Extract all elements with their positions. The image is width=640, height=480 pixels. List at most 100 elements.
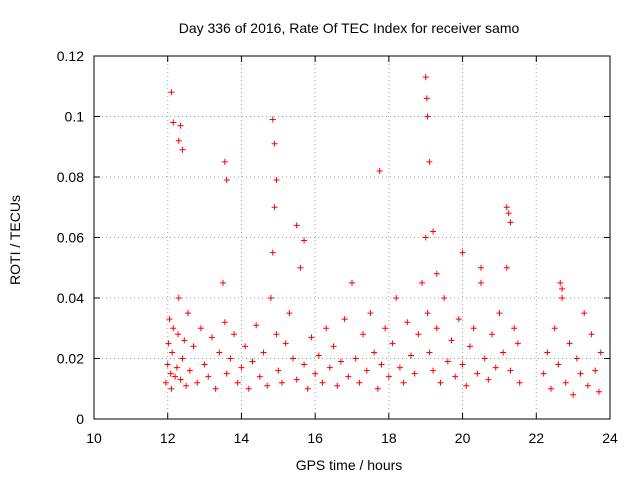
data-point xyxy=(492,364,499,371)
data-point xyxy=(293,222,300,229)
data-point xyxy=(422,234,429,241)
data-point xyxy=(162,379,169,386)
data-point xyxy=(426,349,433,356)
data-point xyxy=(172,373,179,380)
data-point xyxy=(503,204,510,211)
y-tick-label: 0.04 xyxy=(57,290,84,306)
data-point xyxy=(249,358,256,365)
data-point xyxy=(179,355,186,362)
data-point xyxy=(415,331,422,338)
data-point xyxy=(337,358,344,365)
data-point xyxy=(424,113,431,120)
data-point xyxy=(271,204,278,211)
data-point xyxy=(330,343,337,350)
data-point xyxy=(478,279,484,286)
data-point xyxy=(376,167,383,174)
data-point xyxy=(573,355,580,362)
data-point xyxy=(411,370,418,377)
data-point xyxy=(260,349,267,356)
data-point xyxy=(404,319,411,326)
data-point xyxy=(496,310,503,317)
data-point xyxy=(197,325,204,332)
y-tick-label: 0.02 xyxy=(57,351,84,367)
data-point xyxy=(581,310,588,317)
data-point xyxy=(175,137,182,144)
data-point xyxy=(481,355,488,362)
y-tick-label: 0.1 xyxy=(65,109,85,125)
data-point xyxy=(507,219,514,226)
data-point xyxy=(424,310,431,317)
x-tick-label: 24 xyxy=(602,430,618,446)
data-point xyxy=(267,295,274,301)
data-point xyxy=(500,349,507,356)
data-point xyxy=(184,310,191,317)
data-point xyxy=(544,349,551,356)
data-point xyxy=(419,279,426,286)
data-point xyxy=(551,325,558,332)
data-point xyxy=(371,349,378,356)
data-point xyxy=(459,249,466,256)
data-point xyxy=(231,331,238,338)
data-point xyxy=(540,370,547,377)
data-point xyxy=(382,325,389,332)
data-point xyxy=(175,295,182,301)
data-point xyxy=(378,361,385,368)
data-point xyxy=(592,367,599,374)
data-point xyxy=(177,376,184,383)
data-point xyxy=(437,379,444,386)
y-axis-title: ROTI / TECUs xyxy=(7,195,23,285)
data-point xyxy=(242,343,249,350)
data-point xyxy=(345,373,352,380)
data-point xyxy=(367,310,374,317)
data-point xyxy=(505,210,512,217)
data-point xyxy=(166,316,173,323)
data-point xyxy=(221,158,228,165)
x-tick-labels: 10 12 14 16 18 20 22 24 xyxy=(86,430,618,446)
data-point xyxy=(452,373,459,380)
data-point xyxy=(170,325,177,332)
data-point xyxy=(570,391,577,398)
x-tick-label: 14 xyxy=(234,430,250,446)
data-point xyxy=(433,325,440,332)
data-point xyxy=(441,295,448,301)
data-point xyxy=(175,331,182,338)
data-point xyxy=(363,367,370,374)
y-tick-label: 0.06 xyxy=(57,230,84,246)
data-point xyxy=(216,349,223,356)
x-axis-title: GPS time / hours xyxy=(296,457,403,473)
data-point xyxy=(190,343,197,350)
data-point xyxy=(514,340,521,347)
data-point xyxy=(595,388,602,395)
data-point xyxy=(168,385,175,392)
data-point xyxy=(273,177,280,184)
data-point xyxy=(341,316,348,323)
data-point xyxy=(223,177,230,184)
data-point xyxy=(168,89,175,96)
data-point xyxy=(256,373,263,380)
data-point xyxy=(275,367,282,374)
data-point xyxy=(400,379,407,386)
data-point xyxy=(407,352,414,359)
data-point xyxy=(234,379,241,386)
data-point xyxy=(201,361,208,368)
data-point xyxy=(282,340,289,347)
data-point xyxy=(374,385,381,392)
data-point xyxy=(557,279,564,286)
data-point xyxy=(278,379,285,386)
x-tick-label: 22 xyxy=(528,430,544,446)
data-point xyxy=(466,343,473,350)
data-point xyxy=(273,331,280,338)
data-point xyxy=(173,364,180,371)
data-point xyxy=(489,331,496,338)
data-point xyxy=(478,264,484,271)
data-point xyxy=(334,382,341,389)
data-point xyxy=(455,316,462,323)
data-point xyxy=(286,310,293,317)
data-point xyxy=(290,355,297,362)
data-point xyxy=(485,376,492,383)
data-point xyxy=(507,367,514,374)
data-point xyxy=(562,379,569,386)
data-point xyxy=(208,334,215,341)
data-point xyxy=(169,349,176,356)
